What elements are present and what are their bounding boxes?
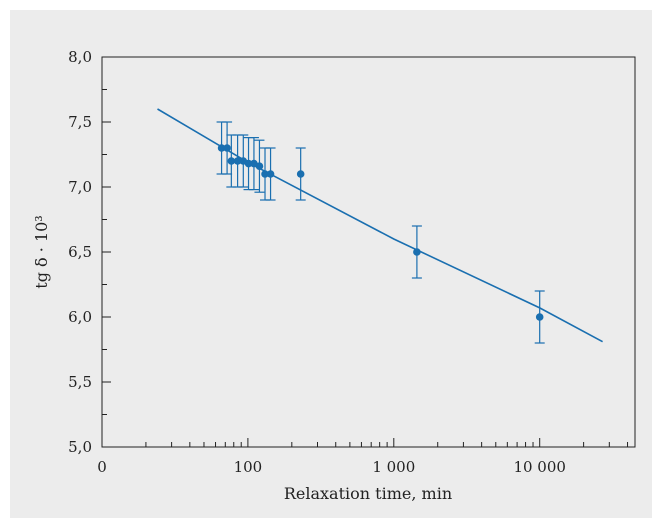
y-axis-label: tg δ · 10³ (32, 215, 51, 288)
y-tick-label: 5,5 (68, 373, 92, 391)
data-point (223, 144, 231, 152)
data-point (233, 157, 242, 165)
fit-line (157, 108, 603, 343)
chart-figure: 0 100 1 000 10 000 5,0 5,5 6,0 6,5 7,0 7,5 8,0 Re… (10, 10, 652, 518)
data-point (296, 170, 305, 178)
y-tick-label: 7,5 (68, 113, 92, 131)
data-point (413, 248, 421, 256)
data-point (227, 157, 236, 165)
x-tick-label: 1 000 (372, 458, 415, 476)
data-point (244, 159, 253, 168)
data-point (261, 170, 269, 178)
y-axis-ticks: 5,0 5,5 6,0 6,5 7,0 7,5 8,0 (68, 48, 111, 456)
data-point (535, 313, 544, 321)
y-tick-label: 7,0 (68, 178, 92, 196)
y-tick-label: 8,0 (68, 48, 92, 66)
chart-svg: 0 100 1 000 10 000 5,0 5,5 6,0 6,5 7,0 7,5 8,0 Re… (32, 48, 636, 503)
data-point (266, 170, 275, 178)
x-tick-label: 0 (97, 458, 107, 476)
points-layer (216, 121, 545, 344)
x-axis-label: Relaxation time, min (284, 484, 452, 503)
plot-frame (101, 56, 636, 448)
x-tick-label: 10 000 (513, 458, 566, 476)
y-tick-label: 5,0 (68, 438, 92, 456)
fit-layer (157, 108, 603, 343)
y-tick-label: 6,0 (68, 308, 92, 326)
y-tick-label: 6,5 (68, 243, 92, 261)
data-point (217, 144, 226, 152)
data-point (255, 162, 264, 170)
x-axis-ticks: 0 100 1 000 10 000 (97, 438, 629, 476)
x-tick-label: 100 (234, 458, 263, 476)
